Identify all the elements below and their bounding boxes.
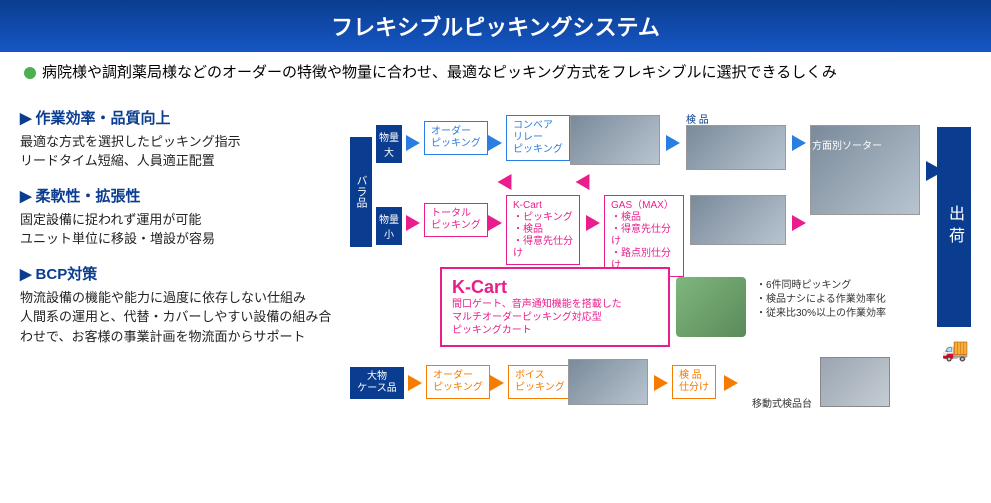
feature-item: ▶柔軟性・拡張性 固定設備に捉われず運用が可能ユニット単位に移設・増設が容易 bbox=[20, 185, 342, 249]
category-label-bara: バラ品 bbox=[350, 137, 372, 247]
arrow-icon bbox=[406, 135, 420, 151]
photo-placeholder bbox=[570, 115, 660, 165]
category-label-case: 大物ケース品 bbox=[350, 367, 404, 399]
kcart-callout: K-Cart 間口ゲート、音声通知機能を搭載したマルチオーダーピッキング対応型ピ… bbox=[440, 267, 670, 347]
intro-text: 病院様や調剤薬局様などのオーダーの特徴や物量に合わせ、最適なピッキング方式をフレ… bbox=[20, 62, 971, 85]
triangle-icon: ▶ bbox=[20, 188, 32, 205]
arrow-icon bbox=[586, 215, 600, 231]
node-total-picking: トータルピッキング bbox=[424, 203, 488, 237]
feature-item: ▶作業効率・品質向上 最適な方式を選択したピッキング指示リードタイム短縮、人員適… bbox=[20, 107, 342, 171]
arrow-icon bbox=[792, 135, 806, 151]
arrow-icon bbox=[488, 135, 502, 151]
arrow-icon bbox=[724, 375, 738, 391]
volume-large-label: 物量大 bbox=[376, 125, 402, 163]
exam-table-image bbox=[820, 357, 890, 407]
photo-placeholder bbox=[690, 195, 786, 245]
flow-diagram: バラ品 物量大 物量小 オーダーピッキング コンベアリレーピッキング 検 品 方… bbox=[350, 107, 971, 447]
node-kenpin-shiwake: 検 品仕分け bbox=[672, 365, 716, 399]
arrow-icon bbox=[666, 135, 680, 151]
arrow-icon bbox=[408, 375, 422, 391]
feature-list: ▶作業効率・品質向上 最適な方式を選択したピッキング指示リードタイム短縮、人員適… bbox=[20, 107, 350, 447]
arrow-icon bbox=[488, 215, 502, 231]
kcart-image bbox=[676, 277, 746, 337]
photo-placeholder bbox=[568, 359, 648, 405]
node-gas: GAS（MAX）・検品・得意先仕分け・路点別仕分け bbox=[604, 195, 684, 277]
page-title: フレキシブルピッキングシステム bbox=[0, 0, 991, 52]
node-conveyor-relay: コンベアリレーピッキング bbox=[506, 115, 570, 161]
output-label: 出荷 bbox=[937, 127, 971, 327]
triangle-icon: ▶ bbox=[20, 110, 32, 127]
feature-item: ▶BCP対策 物流設備の機能や能力に過度に依存しない仕組み人間系の運用と、代替・… bbox=[20, 263, 342, 347]
exam-table-label: 移動式検品台 bbox=[752, 395, 812, 410]
arrow-icon bbox=[792, 215, 806, 231]
node-kcart: K-Cart・ピッキング・検品・得意先仕分け bbox=[506, 195, 580, 265]
kcart-subtitle: 間口ゲート、音声通知機能を搭載したマルチオーダーピッキング対応型ピッキングカート bbox=[452, 298, 658, 337]
label-sorter: 方面別ソーター bbox=[812, 137, 882, 152]
arrow-icon bbox=[576, 169, 597, 189]
node-order-picking-case: オーダーピッキング bbox=[426, 365, 490, 399]
truck-icon: 🚚 bbox=[942, 337, 969, 363]
node-order-picking: オーダーピッキング bbox=[424, 121, 488, 155]
node-voice-picking: ボイスピッキング bbox=[508, 365, 572, 399]
triangle-icon: ▶ bbox=[20, 266, 32, 283]
arrow-icon bbox=[498, 169, 519, 189]
volume-small-label: 物量小 bbox=[376, 207, 402, 245]
arrow-icon bbox=[406, 215, 420, 231]
arrow-icon bbox=[654, 375, 668, 391]
label-kenpin: 検 品 bbox=[686, 111, 709, 126]
photo-placeholder bbox=[686, 125, 786, 170]
kcart-title: K-Cart bbox=[452, 277, 658, 298]
arrow-icon bbox=[490, 375, 504, 391]
kcart-features: ・6件同時ピッキング・検品ナシによる作業効率化・従来比30%以上の作業効率 bbox=[756, 279, 886, 321]
bullet-icon bbox=[24, 67, 36, 79]
